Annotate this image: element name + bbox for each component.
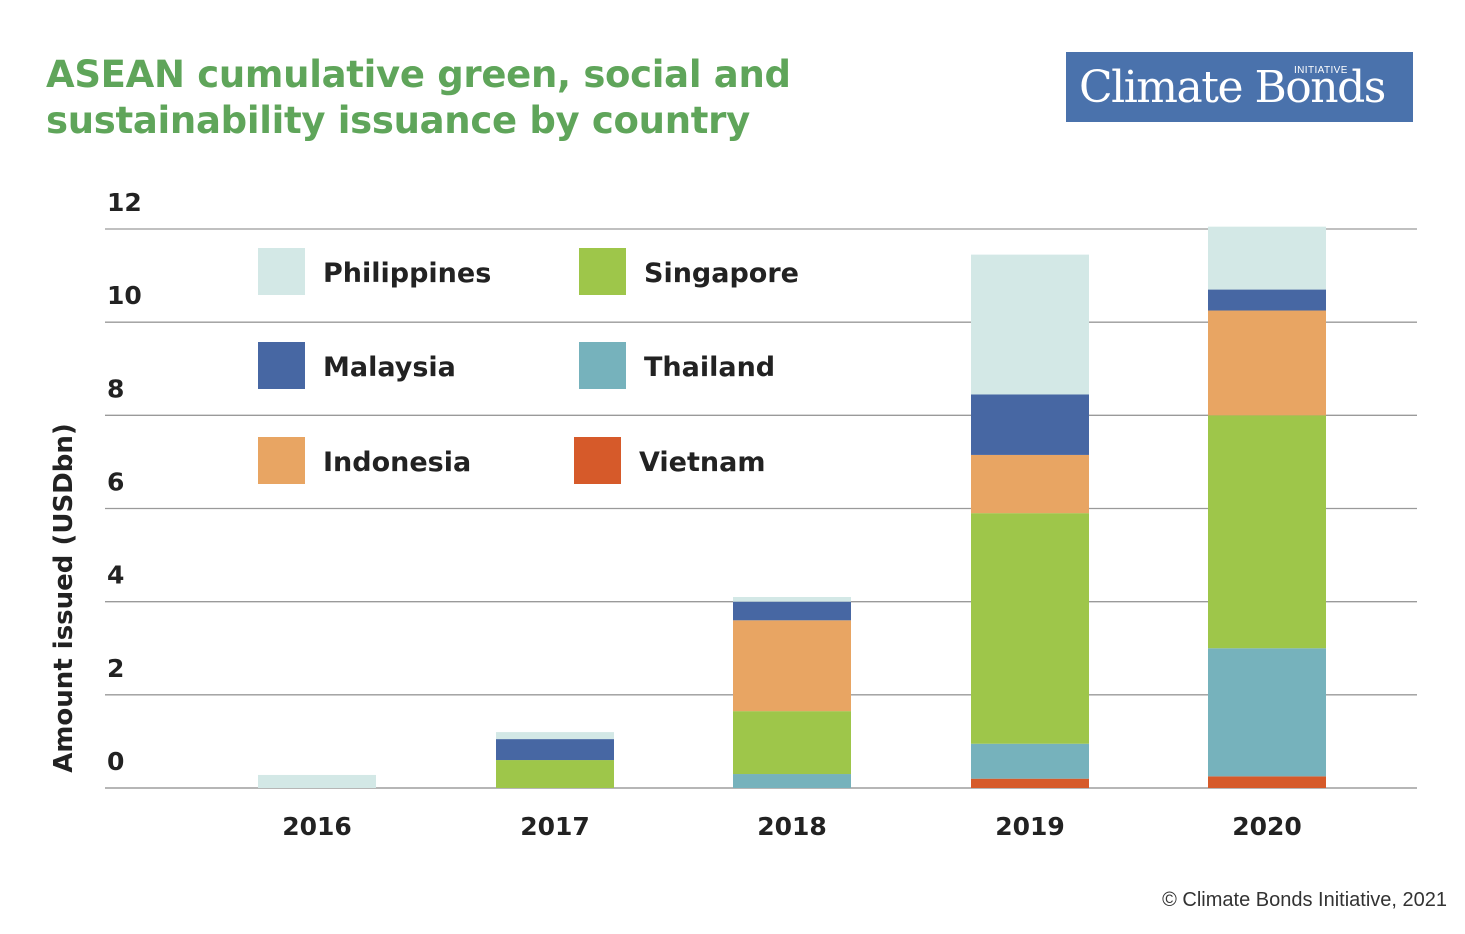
chart-title-line-2: sustainability issuance by country [46,99,750,142]
bar-segment-indonesia-2019 [971,454,1089,514]
chart-title-line-1: ASEAN cumulative green, social and [46,53,791,96]
bar-segment-malaysia-2020 [1208,289,1326,311]
legend-swatch-vietnam [574,437,621,484]
x-tick-label: 2018 [757,812,827,841]
bar-segment-philippines-2016 [258,774,376,788]
bar-segment-philippines-2018 [733,597,851,602]
x-tick-label: 2016 [282,812,352,841]
y-tick-label: 8 [107,374,124,403]
legend-label-singapore: Singapore [644,258,799,289]
y-tick-label: 12 [107,188,142,217]
bar-segment-thailand-2019 [971,743,1089,779]
y-tick-label: 2 [107,654,124,683]
legend-swatch-singapore [579,248,626,295]
bar-segment-philippines-2019 [971,254,1089,395]
x-tick-label: 2020 [1232,812,1302,841]
x-tick-label: 2019 [995,812,1065,841]
legend-label-thailand: Thailand [644,352,775,383]
y-tick-label: 6 [107,468,124,497]
bar-segment-philippines-2017 [496,732,614,740]
legend-label-philippines: Philippines [323,258,491,289]
legend-label-malaysia: Malaysia [323,352,456,383]
legend-label-vietnam: Vietnam [639,447,765,478]
legend-swatch-thailand [579,342,626,389]
bar-segment-malaysia-2017 [496,739,614,761]
bar-segment-thailand-2018 [733,774,851,788]
bar-segment-vietnam-2019 [971,778,1089,788]
legend-swatch-indonesia [258,437,305,484]
bar-segment-vietnam-2020 [1208,776,1326,788]
bar-segment-malaysia-2018 [733,601,851,621]
bar-segment-philippines-2020 [1208,226,1326,290]
y-tick-label: 10 [107,281,142,310]
bar-segment-malaysia-2019 [971,394,1089,455]
bar-segment-indonesia-2018 [733,620,851,712]
x-tick-label: 2017 [520,812,590,841]
bar-segment-singapore-2017 [496,760,614,788]
climate-bonds-logo: Climate Bonds INITIATIVE [1066,52,1413,122]
y-axis-label: Amount issued (USDbn) [49,423,79,773]
y-tick-label: 0 [107,747,124,776]
logo-main-text: Climate Bonds [1079,62,1386,113]
copyright-notice: © Climate Bonds Initiative, 2021 [1162,889,1447,911]
bar-segment-thailand-2020 [1208,648,1326,777]
legend-swatch-malaysia [258,342,305,389]
logo-small-text: INITIATIVE [1294,65,1348,76]
chart-title: ASEAN cumulative green, social and susta… [46,52,946,144]
bar-segment-indonesia-2020 [1208,310,1326,416]
legend-swatch-philippines [258,248,305,295]
bar-segment-singapore-2018 [733,711,851,775]
bar-segment-singapore-2020 [1208,415,1326,649]
legend-label-indonesia: Indonesia [323,447,471,478]
y-tick-label: 4 [107,561,124,590]
bar-segment-singapore-2019 [971,513,1089,744]
